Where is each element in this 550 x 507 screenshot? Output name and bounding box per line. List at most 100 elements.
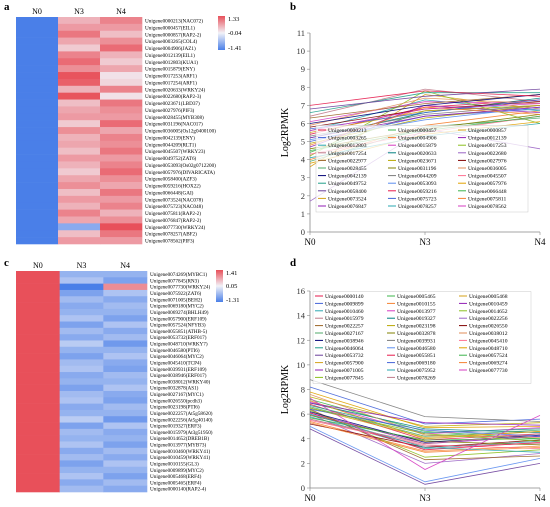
heatmap-cell [103, 422, 148, 430]
heatmap-cell [100, 182, 143, 190]
row-label: Unigene0038946(ERF017) [150, 372, 207, 379]
color-scale-bar [216, 270, 223, 302]
row-label: Unigene0053732(ERF017) [150, 334, 207, 341]
row-label: Unigene0013977(MYB73) [150, 442, 206, 449]
column-header: N3 [77, 261, 87, 270]
heatmap-cell [16, 271, 60, 278]
row-label: Unigene0000213(NAC072) [145, 18, 203, 25]
heatmap-cell [16, 216, 59, 224]
heatmap-cell [100, 209, 143, 217]
legend-entry: Unigene0023198 [397, 324, 436, 330]
legend-entry: Unigene0012139 [468, 136, 507, 142]
legend-entry: Unigene0077845 [325, 375, 364, 381]
series-line [309, 379, 541, 422]
heatmap-cell [103, 302, 148, 310]
heatmap-cell [58, 127, 101, 135]
heatmap-cell [59, 378, 104, 385]
row-label: Unigene0022680(RAP2-3) [145, 93, 201, 100]
heatmap-cell [16, 78, 59, 87]
heatmap-cell [103, 315, 148, 322]
series-line [309, 103, 541, 132]
legend-entry: Unigene0032878 [397, 331, 436, 337]
heatmap-cell [58, 237, 101, 245]
legend-entry: Unigene0026550 [469, 324, 508, 330]
series-line [309, 415, 541, 446]
heatmap-cell [100, 113, 143, 121]
heatmap-cell [58, 182, 101, 190]
heatmap-cell [16, 422, 60, 430]
heatmap-cell [103, 428, 148, 436]
series-line [309, 391, 541, 429]
panel-label: c [4, 257, 9, 269]
legend-entry: Unigene0000140 [325, 294, 364, 300]
y-tick-label: 11 [297, 28, 305, 38]
heatmap-cell [100, 147, 143, 155]
heatmap-cell [16, 161, 59, 169]
row-label: Unigene0057976(DIVARICATA) [145, 169, 215, 176]
heatmap-cell [103, 447, 148, 455]
heatmap-cell [16, 277, 60, 284]
row-label: Unigene0027976(PIF3) [145, 107, 195, 114]
heatmap-cell [59, 422, 104, 430]
heatmap-cell [58, 85, 101, 93]
legend-entry: Unigene0017253 [468, 143, 507, 149]
row-label: Unigene0044209(RLT1) [145, 141, 196, 148]
heatmap-cell [16, 127, 59, 135]
heatmap-cell [16, 460, 60, 468]
heatmap-cell [103, 409, 148, 417]
heatmap-cell [59, 315, 104, 322]
heatmap-cell [59, 340, 104, 348]
heatmap-cell [59, 283, 104, 291]
y-tick-label: 7 [301, 100, 305, 110]
legend-entry: Unigene0023671 [398, 158, 437, 164]
heatmap-cell [16, 223, 59, 231]
row-label: Unigene0015879(ENY) [145, 66, 195, 73]
heatmap-cell [100, 44, 143, 52]
legend-entry: Unigene0055851 [397, 353, 436, 359]
heatmap-cell [16, 409, 60, 417]
heatmap-cell [58, 44, 101, 52]
heatmap-cell [59, 441, 104, 449]
legend-entry: Unigene0059216 [398, 189, 437, 195]
heatmap-cell [58, 133, 101, 142]
heatmap-cell [16, 99, 59, 107]
heatmap-cell [16, 230, 59, 238]
heatmap-cell [59, 346, 104, 354]
legend-entry: Unigene0069180 [397, 361, 436, 367]
heatmap-cell [16, 334, 60, 341]
series-line [309, 397, 541, 470]
y-tick-label: 14 [297, 311, 306, 321]
legend-entry: Unigene0027167 [325, 331, 364, 337]
heatmap-cell [58, 216, 101, 224]
heatmap-cell [58, 106, 101, 114]
heatmap-cell [16, 72, 59, 80]
heatmap-cell [100, 223, 143, 231]
y-tick-label: 0 [301, 227, 305, 237]
row-label: Unigene0046064(MYC2) [150, 353, 204, 360]
y-tick-label: 6 [301, 118, 305, 128]
heatmap-cell [59, 308, 104, 316]
y-tick-label: 2 [301, 458, 305, 468]
legend-entry: Unigene0053093 [398, 181, 437, 187]
heatmap-cell [103, 460, 148, 468]
legend-entry: Unigene0013977 [397, 309, 436, 315]
heatmap-cell [100, 23, 143, 32]
row-label: Unigene0048710(WRKY7) [150, 341, 208, 348]
legend-box [312, 291, 532, 384]
heatmap-cell [103, 289, 148, 297]
legend-entry: Unigene0058400 [328, 189, 367, 195]
heatmap-cell [103, 479, 148, 486]
y-tick-label: 4 [301, 434, 306, 444]
heatmap-cell [100, 58, 143, 66]
y-tick-label: 2 [301, 191, 305, 201]
row-label: Unigene0031196(NAC017) [145, 121, 203, 128]
row-label: Unigene0005468(ERF4) [150, 473, 202, 480]
heatmap-cell [58, 99, 101, 107]
row-label: Unigene0022257(At5g58620) [150, 410, 213, 417]
heatmap-cell [103, 454, 148, 461]
heatmap-cell [103, 327, 148, 335]
heatmap-cell [16, 140, 59, 148]
row-label: Unigene0027167(MYC1) [150, 391, 204, 398]
row-label: Unigene0078257(ABF2) [145, 231, 197, 238]
